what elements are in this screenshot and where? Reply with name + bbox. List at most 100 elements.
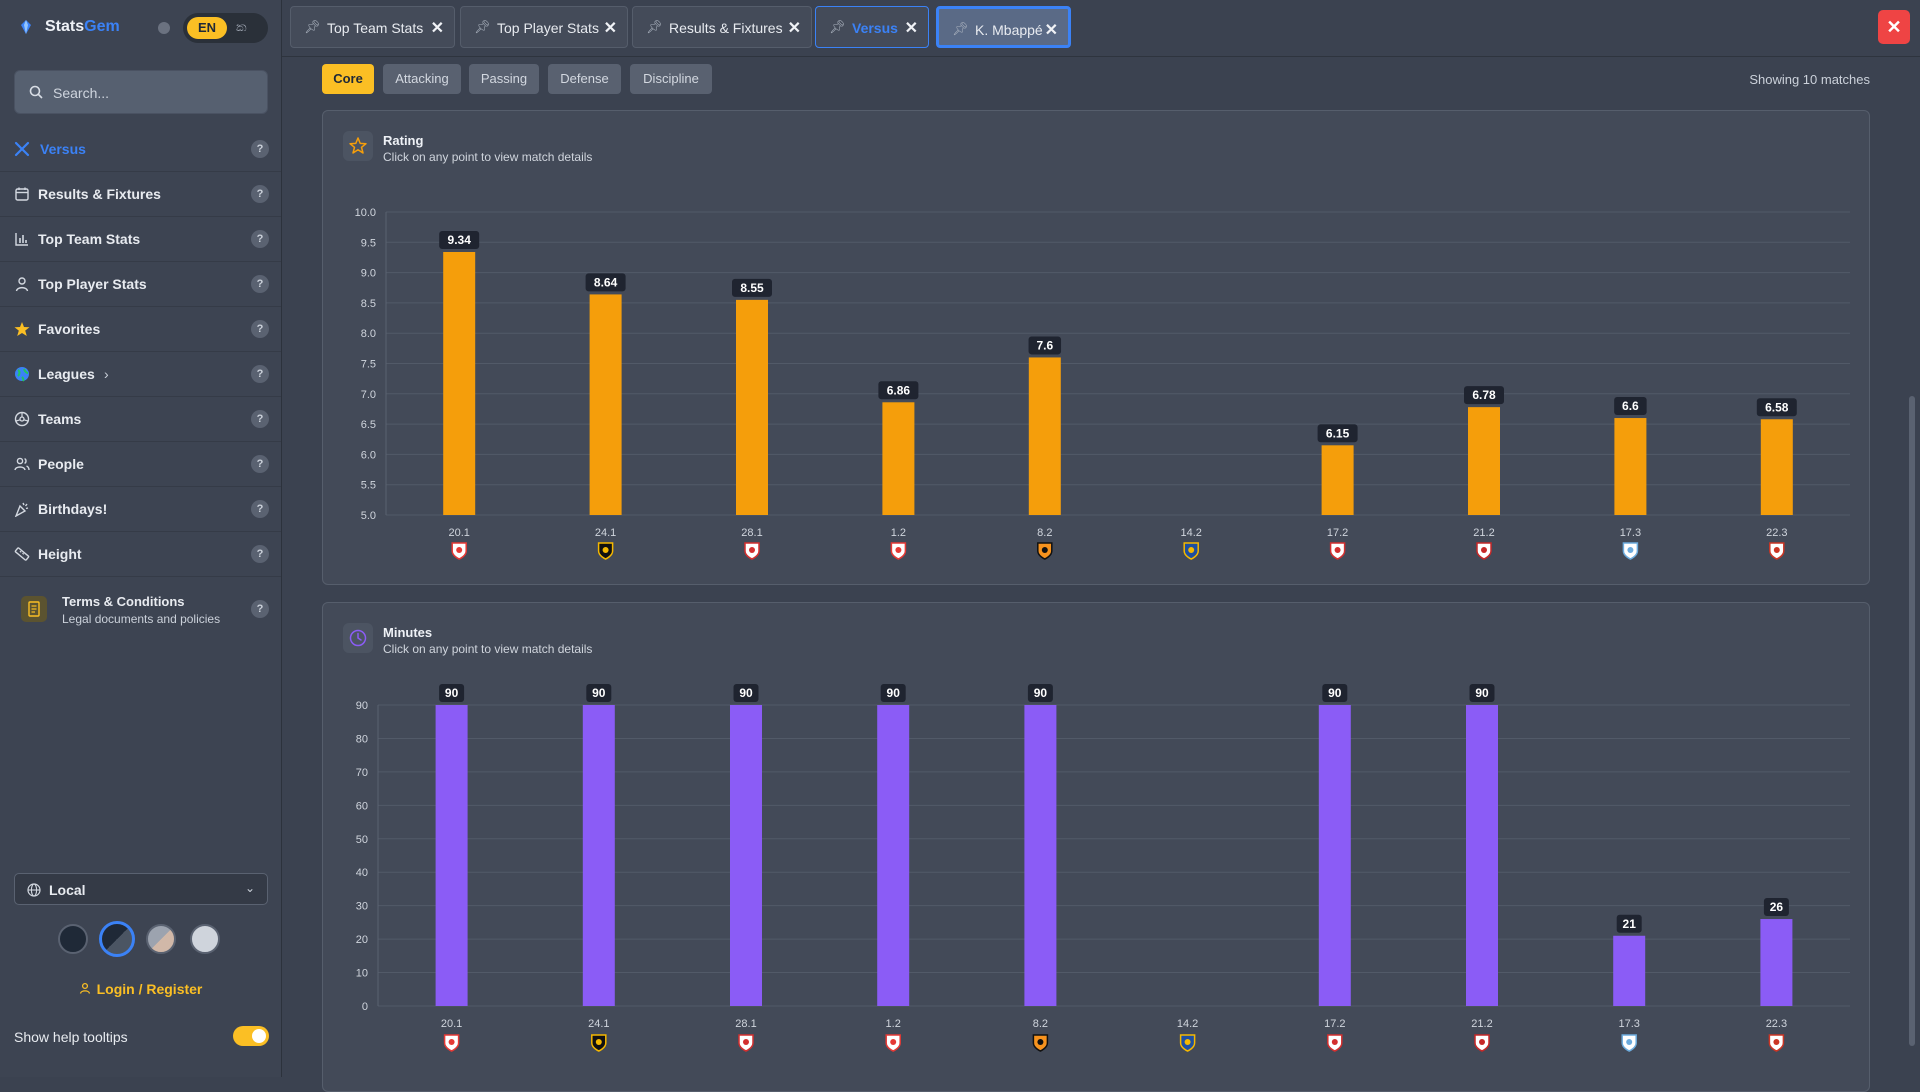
- sidebar-item-label: Height: [38, 546, 82, 562]
- close-icon[interactable]: ✕: [431, 18, 444, 38]
- y-tick-label: 70: [356, 767, 368, 779]
- crest-black-yellow-icon: [592, 1035, 606, 1051]
- theme-warm-option[interactable]: [146, 924, 176, 954]
- pin-icon[interactable]: 📌︎: [829, 19, 846, 35]
- bar: [736, 300, 768, 515]
- pin-icon[interactable]: 📌︎: [646, 19, 663, 35]
- pin-icon[interactable]: 📌︎: [304, 19, 321, 35]
- sidebar-item-birthdays[interactable]: Birthdays! ?: [0, 487, 281, 532]
- sidebar-item-favorites[interactable]: Favorites ?: [0, 307, 281, 352]
- sidebar-item-label: Favorites: [38, 321, 100, 337]
- chevron-right-icon[interactable]: ›: [104, 366, 109, 382]
- sidebar-item-people[interactable]: People ?: [0, 442, 281, 487]
- tab-top-team-stats[interactable]: 📌︎ Top Team Stats ✕: [290, 6, 455, 48]
- sidebar-item-top-player-stats[interactable]: Top Player Stats ?: [0, 262, 281, 307]
- minutes-bar-chart: 01020304050607080909020.19024.19028.1901…: [323, 603, 1869, 1091]
- help-icon[interactable]: ?: [251, 600, 269, 618]
- rating-chart-card: Rating Click on any point to view match …: [322, 110, 1870, 585]
- filter-attacking-button[interactable]: Attacking: [383, 64, 461, 94]
- crest-lightblue-icon: [1622, 1035, 1636, 1051]
- crest-red-white-icon: [452, 543, 466, 559]
- data-label: 6.6: [1622, 399, 1639, 413]
- filter-discipline-button[interactable]: Discipline: [630, 64, 712, 94]
- y-tick-label: 7.0: [361, 389, 376, 401]
- sidebar-item-results-fixtures[interactable]: Results & Fixtures ?: [0, 172, 281, 217]
- y-tick-label: 10: [356, 968, 368, 980]
- y-tick-label: 0: [362, 1001, 368, 1013]
- timezone-select[interactable]: Local ⌄: [14, 873, 268, 905]
- close-icon[interactable]: ✕: [1045, 20, 1058, 40]
- x-tick-label: 14.2: [1180, 527, 1201, 539]
- crest-center: [890, 1039, 896, 1045]
- crest-red-small-icon: [1477, 543, 1491, 559]
- login-label: Login / Register: [97, 981, 203, 997]
- help-icon[interactable]: ?: [251, 455, 269, 473]
- theme-dim-option[interactable]: [99, 921, 135, 957]
- crest-red-small-icon: [1475, 1035, 1489, 1051]
- theme-light-option[interactable]: [190, 924, 220, 954]
- sidebar-item-label: People: [38, 456, 84, 472]
- x-tick-label: 22.3: [1766, 1018, 1787, 1030]
- help-icon[interactable]: ?: [251, 500, 269, 518]
- help-icon[interactable]: ?: [251, 275, 269, 293]
- help-icon[interactable]: ?: [251, 185, 269, 203]
- tab-top-player-stats[interactable]: 📌︎ Top Player Stats ✕: [460, 6, 628, 48]
- data-label: 6.78: [1472, 388, 1496, 402]
- crest-center: [1627, 547, 1633, 553]
- close-icon[interactable]: ✕: [905, 18, 918, 38]
- crest-center: [1335, 547, 1341, 553]
- language-en-option[interactable]: EN: [187, 17, 227, 39]
- pin-icon[interactable]: 📌︎: [952, 21, 969, 37]
- x-tick-label: 28.1: [741, 527, 762, 539]
- language-toggle[interactable]: EN ක෉: [183, 13, 268, 43]
- close-icon[interactable]: ✕: [604, 18, 617, 38]
- tab-results-fixtures[interactable]: 📌︎ Results & Fixtures ✕: [632, 6, 812, 48]
- help-icon[interactable]: ?: [251, 545, 269, 563]
- filter-core-button[interactable]: Core: [322, 64, 374, 94]
- calendar-icon: [14, 186, 30, 202]
- theme-dark-option[interactable]: [58, 924, 88, 954]
- login-register-link[interactable]: Login / Register: [0, 981, 281, 997]
- page-scrollbar[interactable]: [1909, 396, 1915, 1046]
- help-icon[interactable]: ?: [251, 410, 269, 428]
- sidebar-item-top-team-stats[interactable]: Top Team Stats ?: [0, 217, 281, 262]
- bar: [877, 705, 909, 1006]
- bar: [1613, 936, 1645, 1006]
- help-icon[interactable]: ?: [251, 365, 269, 383]
- help-tooltips-toggle[interactable]: [233, 1026, 269, 1046]
- close-all-tabs-button[interactable]: ✕: [1878, 10, 1910, 44]
- brand-name[interactable]: StatsGem: [45, 18, 120, 36]
- crest-center: [1037, 1039, 1043, 1045]
- crest-center: [1188, 547, 1194, 553]
- filter-passing-button[interactable]: Passing: [469, 64, 539, 94]
- crest-center: [1185, 1039, 1191, 1045]
- minutes-chart-card: Minutes Click on any point to view match…: [322, 602, 1870, 1092]
- y-tick-label: 7.5: [361, 359, 376, 371]
- sidebar-item-label: Results & Fixtures: [38, 186, 161, 202]
- crest-orange-black-icon: [1033, 1035, 1047, 1051]
- bar: [1029, 357, 1061, 515]
- language-alt-option[interactable]: ක෉: [236, 19, 247, 35]
- sidebar-item-height[interactable]: Height ?: [0, 532, 281, 577]
- filter-defense-button[interactable]: Defense: [548, 64, 621, 94]
- sidebar-item-leagues[interactable]: Leagues › ?: [0, 352, 281, 397]
- close-icon[interactable]: ✕: [788, 18, 801, 38]
- sidebar-item-teams[interactable]: Teams ?: [0, 397, 281, 442]
- search-box[interactable]: [14, 70, 268, 114]
- user-icon: [79, 981, 91, 997]
- crest-red-white-icon: [445, 1035, 459, 1051]
- help-icon[interactable]: ?: [251, 140, 269, 158]
- data-label: 9.34: [448, 233, 472, 247]
- tab-label: Top Player Stats: [497, 20, 599, 36]
- pin-icon[interactable]: 📌︎: [474, 19, 491, 35]
- search-input[interactable]: [51, 81, 255, 105]
- tab-player-mbappe[interactable]: 📌︎ K. Mbappé ✕: [936, 6, 1071, 48]
- help-icon[interactable]: ?: [251, 230, 269, 248]
- sidebar-item-terms[interactable]: Terms & Conditions Legal documents and p…: [0, 580, 281, 640]
- tab-bar: 📌︎ Top Team Stats ✕ 📌︎ Top Player Stats …: [282, 0, 1920, 57]
- tab-versus[interactable]: 📌︎ Versus ✕: [815, 6, 929, 48]
- help-icon[interactable]: ?: [251, 320, 269, 338]
- x-tick-label: 1.2: [886, 1018, 901, 1030]
- crest-center: [1774, 547, 1780, 553]
- sidebar-item-versus[interactable]: Versus ?: [0, 127, 281, 172]
